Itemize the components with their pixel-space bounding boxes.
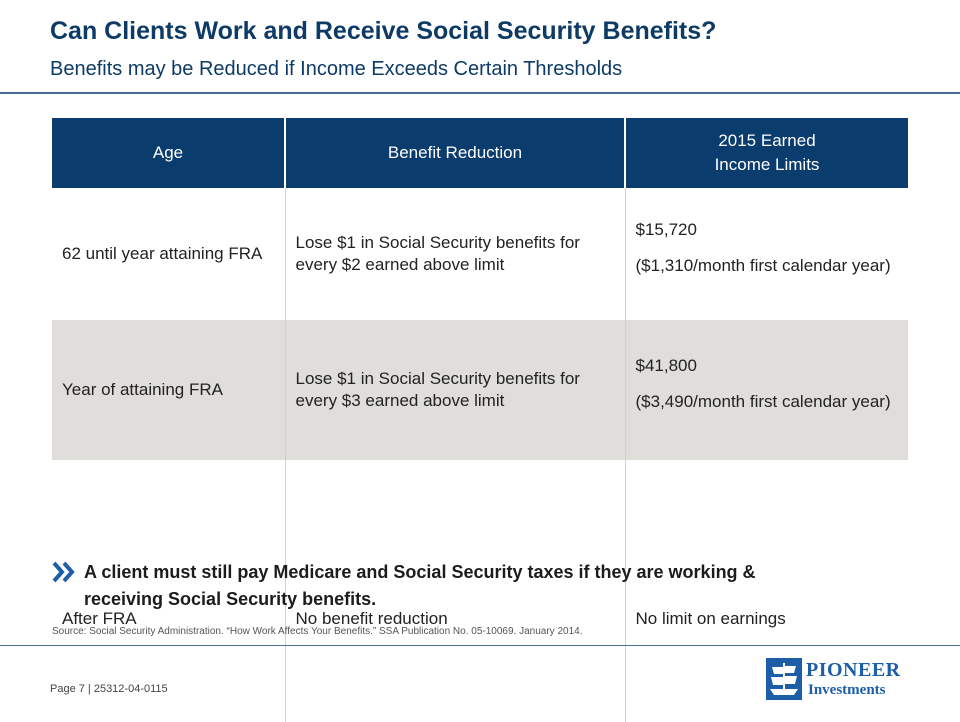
page-title: Can Clients Work and Receive Social Secu… (50, 17, 717, 45)
source-citation: Source: Social Security Administration. … (52, 626, 583, 637)
cell-reduction: Lose $1 in Social Security benefits for … (285, 320, 626, 460)
callout-text: A client must still pay Medicare and Soc… (84, 562, 756, 609)
double-chevron-right-icon (52, 561, 75, 583)
logo-subtitle: Investments (808, 682, 886, 698)
cell-reduction-text: No benefit reduction (295, 609, 448, 628)
table-row: After FRA No benefit reduction No limit … (52, 460, 908, 722)
limit-note: ($3,490/month first calendar year) (635, 392, 891, 411)
logo-name: PIONEER (806, 659, 901, 681)
table-row: 62 until year attaining FRA Lose $1 in S… (52, 188, 908, 320)
table-row: Year of attaining FRA Lose $1 in Social … (52, 320, 908, 460)
cell-reduction: No benefit reduction (285, 460, 626, 722)
cell-limit: $15,720 ($1,310/month first calendar yea… (625, 188, 908, 320)
column-header-reduction: Benefit Reduction (285, 118, 626, 188)
cell-limit: $41,800 ($3,490/month first calendar yea… (625, 320, 908, 460)
benefits-table: Age Benefit Reduction 2015 Earned Income… (52, 118, 908, 722)
limit-amount: $15,720 (635, 220, 697, 239)
callout: A client must still pay Medicare and Soc… (52, 559, 812, 613)
ship-icon (766, 658, 802, 700)
column-header-limits-line2: Income Limits (714, 155, 820, 174)
limit-amount: No limit on earnings (635, 609, 786, 628)
cell-age: After FRA (52, 460, 286, 722)
cell-age: Year of attaining FRA (52, 320, 286, 460)
column-header-limits-line1: 2015 Earned (718, 131, 816, 150)
limit-note: ($1,310/month first calendar year) (635, 256, 891, 275)
limit-amount: $41,800 (635, 356, 697, 375)
column-header-age: Age (52, 118, 286, 188)
page-footer: Page 7 | 25312-04-0115 (50, 683, 168, 695)
cell-age-text: After FRA (62, 609, 137, 628)
cell-age: 62 until year attaining FRA (52, 188, 286, 320)
column-header-limits: 2015 Earned Income Limits (625, 118, 908, 188)
page-subtitle: Benefits may be Reduced if Income Exceed… (50, 58, 623, 80)
header-divider (0, 92, 960, 94)
cell-reduction: Lose $1 in Social Security benefits for … (285, 188, 626, 320)
table-header-row: Age Benefit Reduction 2015 Earned Income… (52, 118, 908, 188)
pioneer-logo: PIONEER Investments (766, 658, 912, 702)
footer-divider (0, 645, 960, 646)
